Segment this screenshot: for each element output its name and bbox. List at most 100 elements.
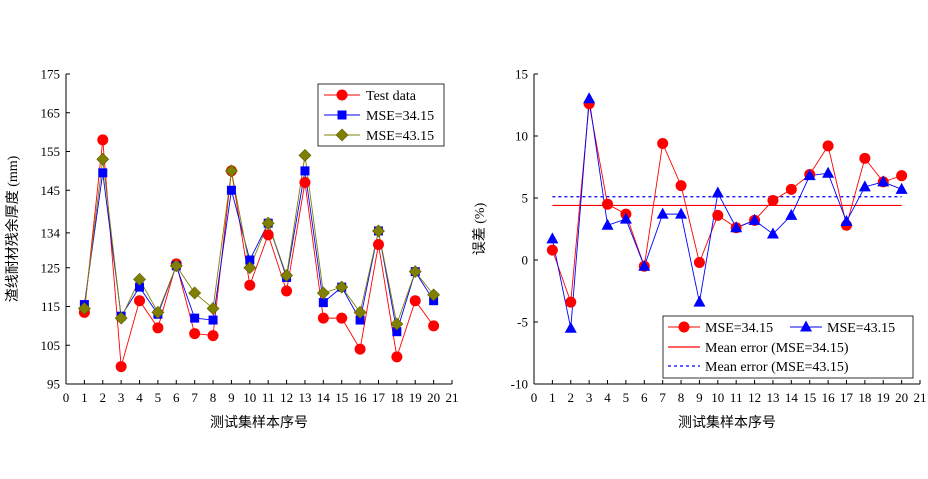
data-point-s2-5	[619, 212, 632, 224]
data-point-s1-4	[134, 295, 146, 307]
data-point-s1-13	[767, 194, 779, 206]
data-point-s1-9	[693, 256, 705, 268]
data-point-s2-18	[858, 180, 871, 192]
x-tick-label: 20	[895, 390, 908, 405]
data-point-s1-20	[428, 320, 440, 332]
data-point-s1-8	[675, 180, 687, 192]
x-tick-label: 13	[766, 390, 779, 405]
data-point-s1-14	[785, 183, 797, 195]
y-tick-label: -5	[517, 315, 528, 330]
y-tick-label: 175	[41, 67, 61, 82]
y-tick-label: 15	[515, 67, 528, 82]
legend-label-3: MSE=43.15	[366, 129, 434, 144]
y-tick-label: 95	[47, 377, 60, 392]
data-point-s1-10	[712, 209, 724, 221]
x-tick-label: 3	[118, 390, 125, 405]
x-tick-label: 11	[730, 390, 743, 405]
data-point-s2-12	[748, 213, 761, 225]
data-point-s2-8	[675, 207, 688, 219]
data-point-s2-10	[711, 186, 724, 198]
series-line-2	[551, 98, 902, 329]
data-point-s3-11	[261, 216, 275, 230]
legend-marker-1	[678, 321, 690, 333]
y-tick-label: 105	[41, 338, 61, 353]
data-point-s1-18	[391, 351, 403, 363]
data-point-s2-13	[766, 227, 779, 239]
x-tick-label: 20	[427, 390, 440, 405]
data-point-s3-7	[188, 286, 202, 300]
y-tick-label: -10	[511, 377, 528, 392]
x-axis-label: 测试集样本序号	[678, 414, 776, 431]
x-tick-label: 2	[568, 390, 575, 405]
data-point-s2-14	[318, 298, 328, 308]
data-point-s2-19	[877, 175, 890, 187]
data-point-s1-19	[409, 295, 421, 307]
y-tick-label: 155	[41, 144, 61, 159]
x-tick-label: 1	[81, 390, 88, 405]
y-tick-label: 0	[522, 253, 529, 268]
x-tick-label: 7	[191, 390, 198, 405]
chart-right-error: 0 1 2 3 4 5 6 7 8 9 10 11 12 13 14 15 16 17 18 19 20 21-10-50…	[472, 67, 927, 432]
x-tick-label: 21	[446, 390, 459, 405]
x-tick-label: 19	[409, 390, 422, 405]
data-point-s2-2	[98, 168, 108, 178]
x-tick-label: 13	[298, 390, 311, 405]
x-tick-label: 10	[243, 390, 256, 405]
data-point-s3-14	[316, 286, 330, 300]
data-point-s2-18	[392, 327, 402, 337]
data-point-s1-2	[97, 134, 109, 146]
data-point-s2-14	[785, 208, 798, 220]
y-tick-label: 125	[41, 260, 61, 275]
data-point-s1-4	[602, 198, 614, 210]
x-axis-label: 测试集样本序号	[210, 414, 308, 431]
y-tick-label: 145	[41, 183, 61, 198]
data-point-s1-12	[281, 285, 293, 297]
data-point-s3-20	[427, 288, 441, 302]
data-point-s3-13	[298, 148, 312, 162]
data-point-s2-16	[355, 315, 365, 325]
data-point-s1-3	[115, 361, 127, 373]
legend-marker-2	[337, 110, 347, 120]
data-point-s1-20	[896, 170, 908, 182]
x-tick-label: 16	[354, 390, 368, 405]
legend-refline-label-2: Mean error (MSE=43.15)	[705, 360, 849, 375]
x-tick-label: 5	[623, 390, 630, 405]
data-point-s2-8	[208, 315, 218, 325]
x-tick-label: 1	[549, 390, 556, 405]
data-point-s1-17	[372, 239, 384, 250]
legend-refline-label-1: Mean error (MSE=34.15)	[705, 341, 849, 356]
x-tick-label: 5	[155, 390, 162, 405]
data-point-s2-15	[803, 169, 816, 181]
x-tick-label: 8	[210, 390, 217, 405]
legend-marker-1	[336, 89, 348, 101]
y-tick-label: 10	[515, 129, 528, 144]
data-point-s2-11	[730, 221, 743, 233]
data-point-s1-7	[189, 328, 201, 340]
data-point-s2-10	[245, 255, 255, 265]
data-point-s2-9	[226, 185, 236, 195]
data-point-s1-16	[354, 343, 366, 355]
data-point-s2-16	[822, 166, 835, 178]
data-point-s2-4	[135, 282, 145, 292]
y-axis-label: 渣线耐材残余厚度 (mm)	[4, 155, 21, 302]
data-point-s3-15	[335, 280, 349, 294]
x-tick-label: 17	[840, 390, 854, 405]
data-point-s3-8	[206, 302, 220, 315]
legend-marker-3	[335, 128, 349, 142]
x-tick-label: 15	[335, 390, 348, 405]
x-tick-label: 2	[100, 390, 107, 405]
data-point-s1-7	[657, 137, 669, 149]
x-tick-label: 18	[858, 390, 871, 405]
data-point-s2-4	[601, 218, 614, 230]
data-point-s3-5	[151, 305, 165, 319]
x-tick-label: 9	[696, 390, 703, 405]
x-tick-label: 9	[228, 390, 235, 405]
data-point-s2-3	[583, 92, 596, 104]
y-tick-label: 115	[41, 299, 60, 314]
data-point-s2-20	[895, 182, 908, 194]
x-tick-label: 18	[390, 390, 403, 405]
x-tick-label: 17	[372, 390, 386, 405]
data-point-s1-10	[244, 279, 256, 291]
data-point-s2-9	[693, 295, 706, 307]
data-point-s1-11	[262, 229, 274, 241]
